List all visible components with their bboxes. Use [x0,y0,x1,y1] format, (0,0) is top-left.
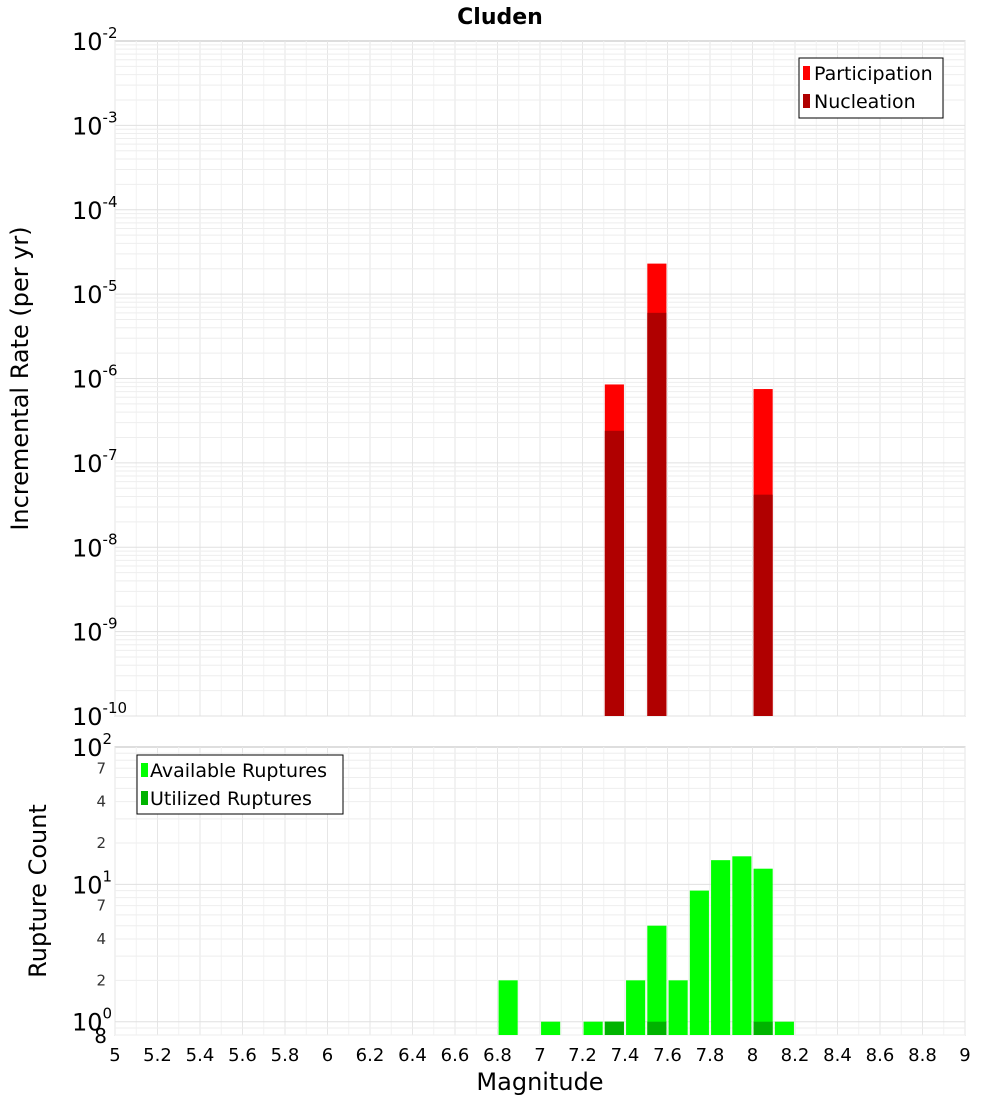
y-tick-label-minor: 7 [96,897,106,915]
available-legend-swatch [141,763,148,777]
y-tick-label: 10-8 [72,530,118,562]
y-tick-label: 10-2 [72,24,118,56]
available-ruptures-bar [583,1021,603,1035]
nucleation-bar [647,312,667,716]
x-tick-label: 7.6 [653,1045,682,1066]
available-ruptures-bar [753,868,773,1035]
x-tick-label: 7.2 [568,1045,597,1066]
available-legend-label: Available Ruptures [150,760,327,782]
top-bars [604,263,773,716]
available-ruptures-bar [647,925,667,1035]
utilized-legend-label: Utilized Ruptures [150,788,312,810]
x-tick-label: 5.4 [186,1045,215,1066]
y-tick-label-minor: 8 [94,1024,107,1048]
available-ruptures-bar [668,980,688,1035]
nucleation-bar [753,494,773,716]
utilized-legend-swatch [141,791,148,805]
x-tick-label: 6.4 [398,1045,427,1066]
x-tick-label: 5.6 [228,1045,257,1066]
x-tick-label: 6.2 [356,1045,385,1066]
available-ruptures-bar [626,980,646,1035]
available-ruptures-bar [498,980,518,1035]
top-legend-box [798,57,944,119]
y-tick-label: 10-3 [72,108,118,140]
x-tick-label: 6 [322,1045,333,1066]
x-tick-label: 9 [959,1045,970,1066]
top-y-axis-label: Incremental Rate (per yr) [6,226,34,530]
y-tick-label: 100 [72,1005,112,1037]
available-ruptures-bar [774,1021,794,1035]
available-ruptures-bar [732,856,752,1035]
y-tick-label-minor: 2 [96,834,106,852]
x-tick-labels: 5 5.2 5.4 5.6 5.8 6 6.2 6.4 6.6 6.8 7 7.2 7.4 7.6 7.8 8… [109,1045,970,1066]
x-axis-label: Magnitude [476,1068,603,1096]
x-tick-label: 7.8 [696,1045,725,1066]
x-tick-label: 8 [747,1045,758,1066]
y-tick-label: 10-10 [72,699,127,731]
available-ruptures-bar [711,860,731,1035]
y-tick-label-minor: 4 [96,793,106,811]
y-tick-label-minor: 7 [96,759,106,777]
x-tick-label: 8.6 [866,1045,895,1066]
chart-title: Cluden [457,5,543,30]
utilized-ruptures-bar [647,1021,667,1035]
nucleation-bar [604,430,624,716]
y-tick-label: 101 [72,867,112,899]
available-ruptures-bar [541,1021,561,1035]
x-tick-label: 6.8 [483,1045,512,1066]
y-tick-label: 10-4 [72,193,118,225]
bottom-y-axis-label: Rupture Count [24,804,52,978]
y-tick-label: 10-6 [72,362,118,394]
x-tick-label: 8.2 [781,1045,810,1066]
utilized-ruptures-bar [753,1021,773,1035]
y-tick-label: 10-5 [72,277,118,309]
y-tick-label-minor: 2 [96,971,106,989]
x-tick-label: 8.8 [908,1045,937,1066]
y-tick-label: 102 [72,730,112,762]
bottom-y-tick-labels: 102 101 100 7 4 2 7 4 2 8 [72,730,112,1048]
top-y-tick-labels: 10-2 10-3 10-4 10-5 10-6 10-7 10-8 10-9 10-10 [72,24,127,731]
top-gridlines [114,41,966,717]
x-tick-label: 5.8 [271,1045,300,1066]
available-ruptures-bar [689,890,709,1035]
y-tick-label-minor: 4 [96,930,106,948]
y-tick-label: 10-9 [72,615,118,647]
bottom-legend-box [136,754,344,815]
x-tick-label: 7 [534,1045,545,1066]
nucleation-legend-swatch [803,94,810,108]
participation-legend-swatch [803,66,810,80]
x-tick-label: 5.2 [143,1045,172,1066]
nucleation-legend-label: Nucleation [814,91,916,113]
top-panel-rate: 10-2 10-3 10-4 10-5 10-6 10-7 10-8 10-9 10-10 In… [6,24,966,731]
x-tick-label: 7.4 [611,1045,640,1066]
participation-legend-label: Participation [814,63,933,85]
bottom-legend: Available Ruptures Utilized Ruptures [136,754,344,815]
bottom-bars [498,856,794,1035]
x-tick-label: 6.6 [441,1045,470,1066]
utilized-ruptures-bar [604,1021,624,1035]
x-tick-label: 8.4 [823,1045,852,1066]
x-tick-label: 5 [109,1045,120,1066]
y-tick-label: 10-7 [72,446,118,478]
top-legend: Participation Nucleation [798,57,944,119]
bottom-panel-count: 102 101 100 7 4 2 7 4 2 8 Rupture Count Available… [24,730,966,1048]
